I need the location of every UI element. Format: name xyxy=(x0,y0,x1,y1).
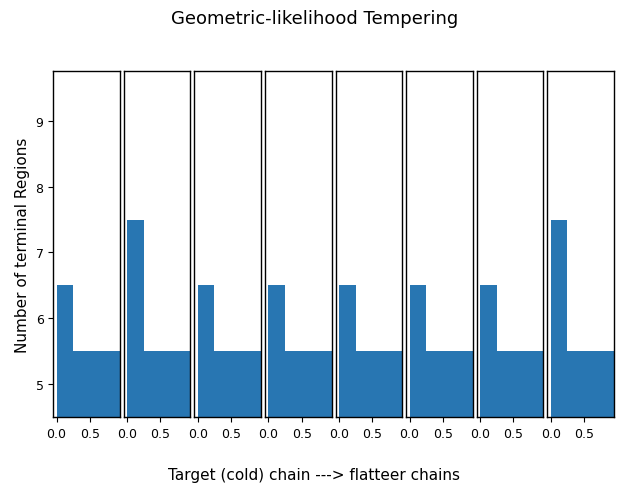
Bar xyxy=(214,351,261,417)
Bar xyxy=(269,286,285,417)
Bar xyxy=(426,351,473,417)
Bar xyxy=(567,351,614,417)
Bar xyxy=(480,286,497,417)
Bar xyxy=(497,351,543,417)
Text: Geometric-likelihood Tempering: Geometric-likelihood Tempering xyxy=(171,10,458,28)
Bar xyxy=(57,286,73,417)
Bar xyxy=(355,351,402,417)
Bar xyxy=(198,286,214,417)
Y-axis label: Number of terminal Regions: Number of terminal Regions xyxy=(15,137,30,352)
Text: Target (cold) chain ---> flatteer chains: Target (cold) chain ---> flatteer chains xyxy=(169,467,460,482)
Bar xyxy=(127,220,144,417)
Bar xyxy=(409,286,426,417)
Bar xyxy=(285,351,331,417)
Bar xyxy=(339,286,355,417)
Bar xyxy=(73,351,120,417)
Bar xyxy=(551,220,567,417)
Bar xyxy=(144,351,191,417)
